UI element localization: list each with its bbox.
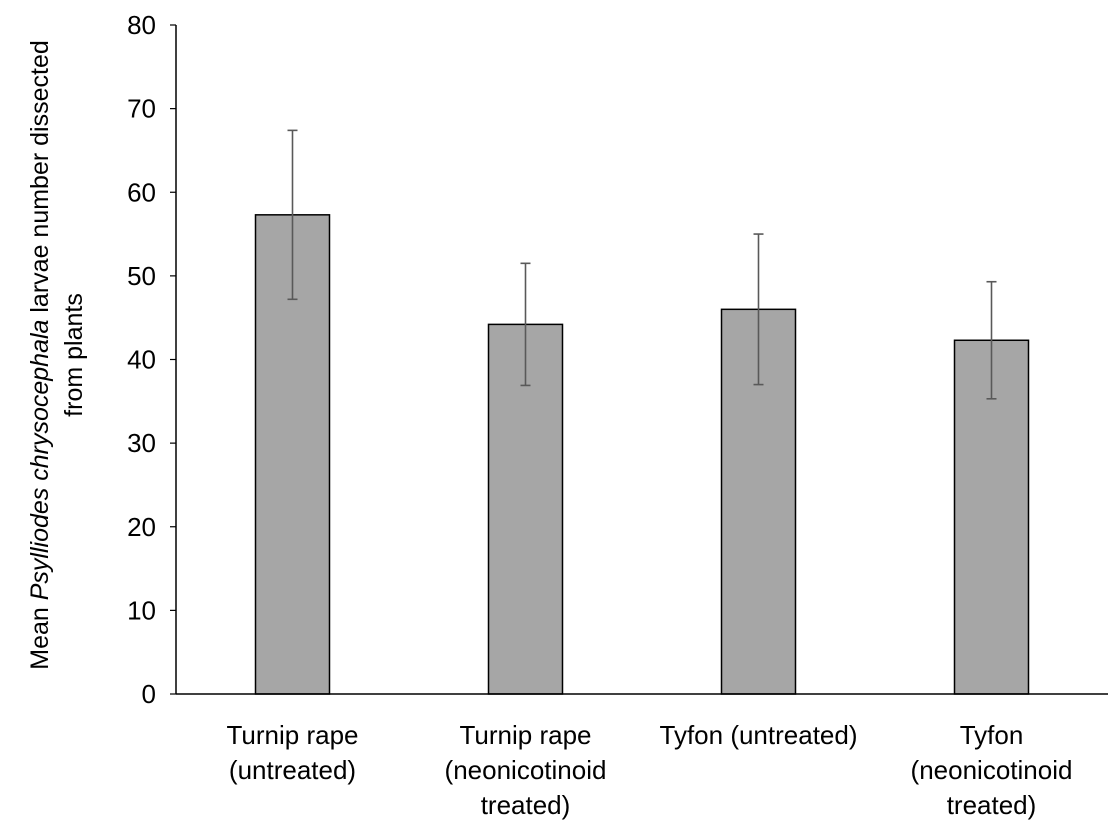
y-axis-label-suffix: larvae number dissected bbox=[26, 40, 54, 319]
y-axis-label-line2: from plants bbox=[60, 293, 88, 417]
y-tick-label: 0 bbox=[142, 679, 156, 709]
x-tick-label-line: Turnip rape bbox=[460, 720, 592, 750]
x-tick-label-line: Turnip rape bbox=[227, 720, 359, 750]
y-axis: 0 10 20 30 40 50 60 70 80 bbox=[127, 10, 176, 709]
y-axis-label-prefix: Mean bbox=[26, 600, 54, 669]
x-tick-label: Tyfon (neonicotinoid treated) bbox=[911, 720, 1073, 820]
y-tick-label: 30 bbox=[127, 428, 156, 458]
axes-group bbox=[175, 25, 1108, 695]
x-tick-label: Turnip rape (untreated) bbox=[227, 720, 359, 785]
x-tick-label-line: (neonicotinoid bbox=[445, 755, 607, 785]
y-tick-label: 60 bbox=[127, 177, 156, 207]
y-axis-label: Mean Psylliodes chrysocephala larvae num… bbox=[26, 40, 88, 670]
x-tick-label: Turnip rape (neonicotinoid treated) bbox=[445, 720, 607, 820]
y-tick-label: 50 bbox=[127, 261, 156, 291]
y-axis-label-line1: Mean Psylliodes chrysocephala larvae num… bbox=[26, 40, 54, 670]
error-bar bbox=[753, 233, 764, 386]
error-bars-group bbox=[287, 129, 997, 400]
x-tick-label-line: treated) bbox=[481, 790, 571, 820]
bars-group bbox=[254, 214, 1030, 695]
x-tick-label-line: (untreated) bbox=[229, 755, 356, 785]
x-axis: Turnip rape (untreated) Turnip rape (neonic… bbox=[227, 720, 1073, 820]
x-tick-label: Tyfon (untreated) bbox=[660, 720, 858, 750]
x-tick-label-line: treated) bbox=[947, 790, 1037, 820]
y-axis-label-species: Psylliodes chrysocephala bbox=[26, 319, 54, 600]
y-tick-label: 40 bbox=[127, 345, 156, 375]
y-tick-label: 70 bbox=[127, 94, 156, 124]
x-tick-label-line: (neonicotinoid bbox=[911, 755, 1073, 785]
error-bar bbox=[986, 280, 997, 400]
y-tick-label: 80 bbox=[127, 10, 156, 40]
error-bar bbox=[287, 129, 298, 301]
x-tick-label-line: Tyfon (untreated) bbox=[660, 720, 858, 750]
x-tick-label-line: Tyfon bbox=[960, 720, 1024, 750]
y-tick-label: 20 bbox=[127, 512, 156, 542]
y-tick-label: 10 bbox=[127, 595, 156, 625]
error-bar bbox=[520, 262, 531, 387]
